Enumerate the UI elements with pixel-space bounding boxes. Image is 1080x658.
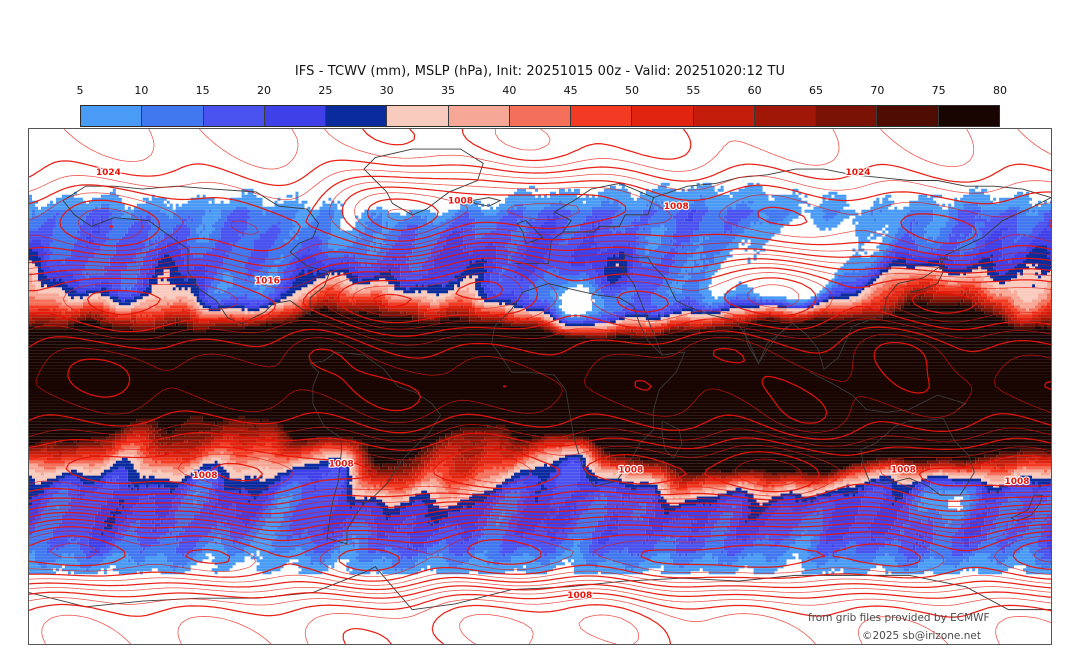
colorbar-band-20: [264, 106, 327, 126]
colorbar-tick-40: 40: [502, 84, 517, 97]
copyright-credit: ©2025 sb@irizone.net: [862, 630, 981, 642]
colorbar-tick-15: 15: [195, 84, 210, 97]
colorbar-tick-35: 35: [441, 84, 455, 97]
mslp-isobar-layer: [29, 129, 1051, 644]
map-panel[interactable]: 1024 1008 1008 1008 1024 1008 1008 1008 1008 1008…: [28, 128, 1052, 645]
colorbar-tick-5: 5: [76, 84, 84, 97]
colorbar-tick-75: 75: [931, 84, 946, 97]
colorbar: [80, 105, 1000, 127]
colorbar-band-60: [754, 106, 817, 126]
colorbar-tick-10: 10: [134, 84, 149, 97]
colorbar-tick-60: 60: [747, 84, 762, 97]
colorbar-tick-labels: 5 10 15 20 25 30 35 40 45 50 55 60 65 70 75 80: [76, 84, 1008, 102]
colorbar-band-70: [877, 106, 939, 126]
colorbar-tick-20: 20: [257, 84, 271, 97]
colorbar-band-30: [387, 106, 449, 126]
colorbar-band-45: [571, 106, 633, 126]
colorbar-band-10: [142, 106, 204, 126]
colorbar-band-40: [509, 106, 572, 126]
colorbar-band-65: [816, 106, 878, 126]
colorbar-tick-25: 25: [318, 84, 333, 97]
colorbar-tick-50: 50: [625, 84, 639, 97]
colorbar-tick-30: 30: [379, 84, 394, 97]
colorbar-tick-45: 45: [563, 84, 578, 97]
colorbar-band-5: [81, 106, 143, 126]
colorbar-tick-80: 80: [993, 84, 1007, 97]
tcwv-shading-layer: [29, 182, 1051, 575]
colorbar-band-50: [632, 106, 694, 126]
colorbar-tick-70: 70: [870, 84, 885, 97]
colorbar-band-35: [448, 106, 510, 126]
colorbar-band-55: [693, 106, 755, 126]
colorbar-band-25: [326, 106, 388, 126]
data-source-credit: from grib files provided by ECMWF: [808, 612, 990, 624]
colorbar-tick-65: 65: [809, 84, 823, 97]
colorbar-tick-55: 55: [686, 84, 701, 97]
colorbar-bands: [80, 105, 1000, 127]
colorbar-band-15: [203, 106, 265, 126]
colorbar-band-75: [938, 106, 999, 126]
page-title: IFS - TCWV (mm), MSLP (hPa), Init: 20251…: [294, 64, 786, 79]
